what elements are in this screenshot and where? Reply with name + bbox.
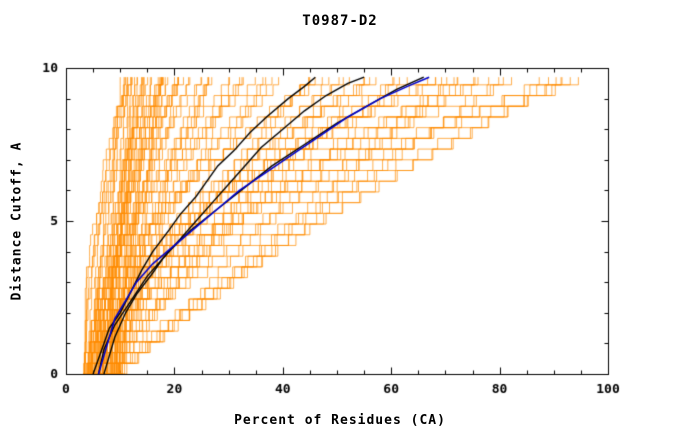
x-axis-label: Percent of Residues (CA) (234, 413, 446, 428)
chart-title: T0987-D2 (302, 13, 378, 29)
y-axis-label: Distance Cutoff, A (9, 141, 25, 301)
